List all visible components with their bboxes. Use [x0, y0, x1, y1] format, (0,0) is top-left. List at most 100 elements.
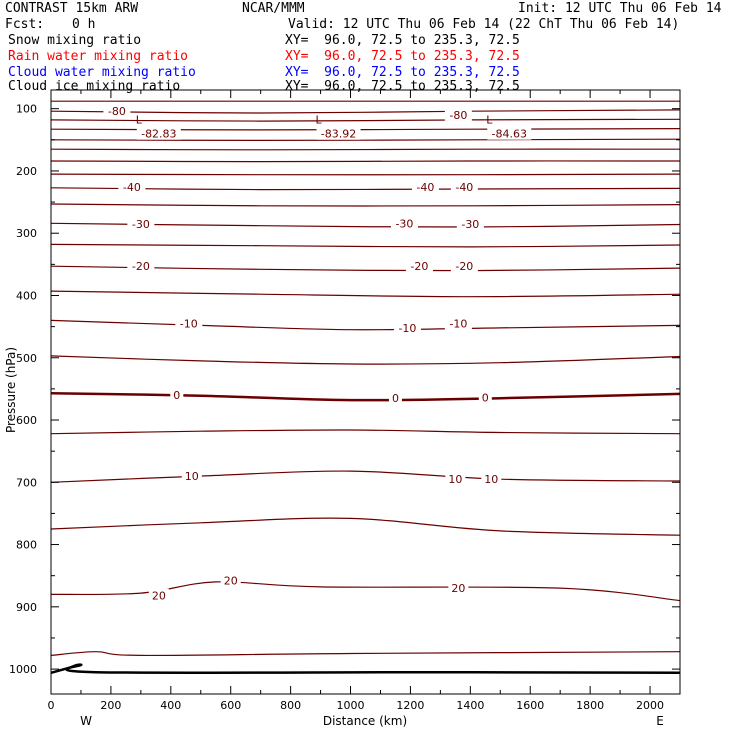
contour-label-bg: [478, 390, 492, 404]
isotherm-line: [50, 148, 681, 151]
y-tick-label: 300: [16, 227, 37, 240]
contour-label: 20: [451, 582, 465, 595]
low-value: -83.92: [321, 128, 356, 141]
x-axis: 0 200 400 600 800 1000 1200 1400 1600 1800 2000: [48, 90, 664, 712]
x-tick-label: 1800: [576, 699, 604, 712]
contour-label: -30: [395, 217, 413, 230]
contour-label-bg: [175, 316, 203, 330]
low-marker: L: [315, 114, 322, 127]
isotherm-line: [50, 581, 681, 602]
isotherm-line: [50, 138, 681, 142]
field-name-rain: Rain water mixing ratio: [8, 49, 189, 64]
y-tick-label: 900: [16, 601, 37, 614]
contour-label-bg: [456, 216, 484, 230]
isotherm-line: [50, 517, 681, 536]
x-tick-label: 400: [160, 699, 181, 712]
direction-west: W: [80, 714, 92, 728]
contour-label: -20: [455, 260, 473, 273]
contour-label: 0: [392, 392, 399, 405]
x-tick-label: 1600: [516, 699, 544, 712]
y-tick-label: 200: [16, 165, 37, 178]
y-tick-label: 800: [16, 539, 37, 552]
fcst-value: 0 h: [72, 17, 96, 32]
contour-label: -10: [449, 318, 467, 331]
contour-label-bg: [448, 581, 469, 595]
isotherm-line: [50, 355, 681, 365]
isotherm-line: [50, 109, 681, 114]
contour-label: -40: [123, 181, 141, 194]
contour-label-bg: [118, 180, 146, 194]
field-xy-cloud-water: XY= 96.0, 72.5 to 235.3, 72.5: [285, 65, 520, 80]
contour-label: 20: [152, 590, 166, 603]
field-name-cloud-water: Cloud water mixing ratio: [8, 65, 196, 80]
field-xy-rain: XY= 96.0, 72.5 to 235.3, 72.5: [285, 49, 520, 64]
x-axis-title: Distance (km): [323, 714, 407, 728]
contour-label-bg: [450, 259, 478, 273]
contour-label: 0: [173, 389, 180, 402]
contour-label-bg: [127, 259, 155, 273]
contour-label-bg: [103, 104, 131, 118]
chart-title: CONTRAST 15km ARW: [5, 1, 139, 16]
contour-label: 10: [484, 473, 498, 486]
center-label: NCAR/MMM: [242, 1, 305, 16]
isotherm-line: [50, 470, 681, 483]
contour-label: -80: [449, 109, 467, 122]
isotherm-line: [50, 203, 681, 207]
contour-label: -30: [132, 218, 150, 231]
contour-label-bg: [444, 107, 472, 121]
x-tick-label: 200: [100, 699, 121, 712]
field-name-snow: Snow mixing ratio: [8, 33, 142, 48]
low-marker: L: [486, 114, 493, 127]
y-tick-label: 600: [16, 414, 37, 427]
isotherm-line: [50, 290, 681, 298]
isotherm-line: [50, 319, 681, 331]
low-value-bg: [316, 126, 361, 140]
x-tick-label: 1400: [456, 699, 484, 712]
low-marker: L: [136, 114, 143, 127]
isotherm-line: [50, 651, 681, 657]
low-value: -82.83: [141, 128, 176, 141]
isotherm-line: [50, 173, 681, 176]
contour-label: -20: [132, 260, 150, 273]
contour-label-bg: [220, 573, 241, 587]
x-tick-label: 1200: [396, 699, 424, 712]
init-time: Init: 12 UTC Thu 06 Feb 14: [518, 1, 722, 16]
contour-label: 10: [185, 470, 199, 483]
x-tick-label: 600: [220, 699, 241, 712]
contour-label: 0: [482, 392, 489, 405]
contour-label: 10: [448, 473, 462, 486]
low-value-bg: [487, 126, 532, 140]
contour-label-bg: [411, 180, 439, 194]
contour-label: -10: [180, 318, 198, 331]
contour-label-bg: [393, 320, 421, 334]
contour-label-bg: [388, 391, 402, 405]
contour-labels: -80 -80 -40 -40 -40 -30 -30 -30 -20 -20 -20 -10 -10 -…: [103, 104, 532, 603]
contour-label: -30: [461, 218, 479, 231]
contour-label-bg: [127, 216, 155, 230]
isotherm-line: [50, 160, 681, 163]
contour-label-bg: [445, 472, 466, 486]
valid-time: Valid: 12 UTC Thu 06 Feb 14 (22 ChT Thu …: [288, 17, 680, 32]
x-tick-label: 800: [280, 699, 301, 712]
isotherm-line: [50, 429, 681, 435]
x-tick-label: 0: [48, 699, 55, 712]
isotherm-line: [50, 243, 681, 248]
contour-label-bg: [390, 216, 418, 230]
contour-label-bg: [481, 472, 502, 486]
y-tick-label: 500: [16, 352, 37, 365]
contour-label-bg: [181, 469, 202, 483]
fcst-label: Fcst:: [5, 17, 45, 32]
y-tick-label: 100: [16, 103, 37, 116]
x-tick-label: 1000: [337, 699, 365, 712]
contour-label-bg: [170, 388, 184, 402]
direction-east: E: [656, 714, 664, 728]
y-tick-label: 1000: [9, 663, 37, 676]
contour-label: -10: [398, 322, 416, 335]
contour-label-bg: [450, 180, 478, 194]
contour-label: -80: [108, 105, 126, 118]
low-value: -84.63: [492, 128, 527, 141]
field-xy-snow: XY= 96.0, 72.5 to 235.3, 72.5: [285, 33, 520, 48]
contour-label-bg: [148, 588, 169, 602]
